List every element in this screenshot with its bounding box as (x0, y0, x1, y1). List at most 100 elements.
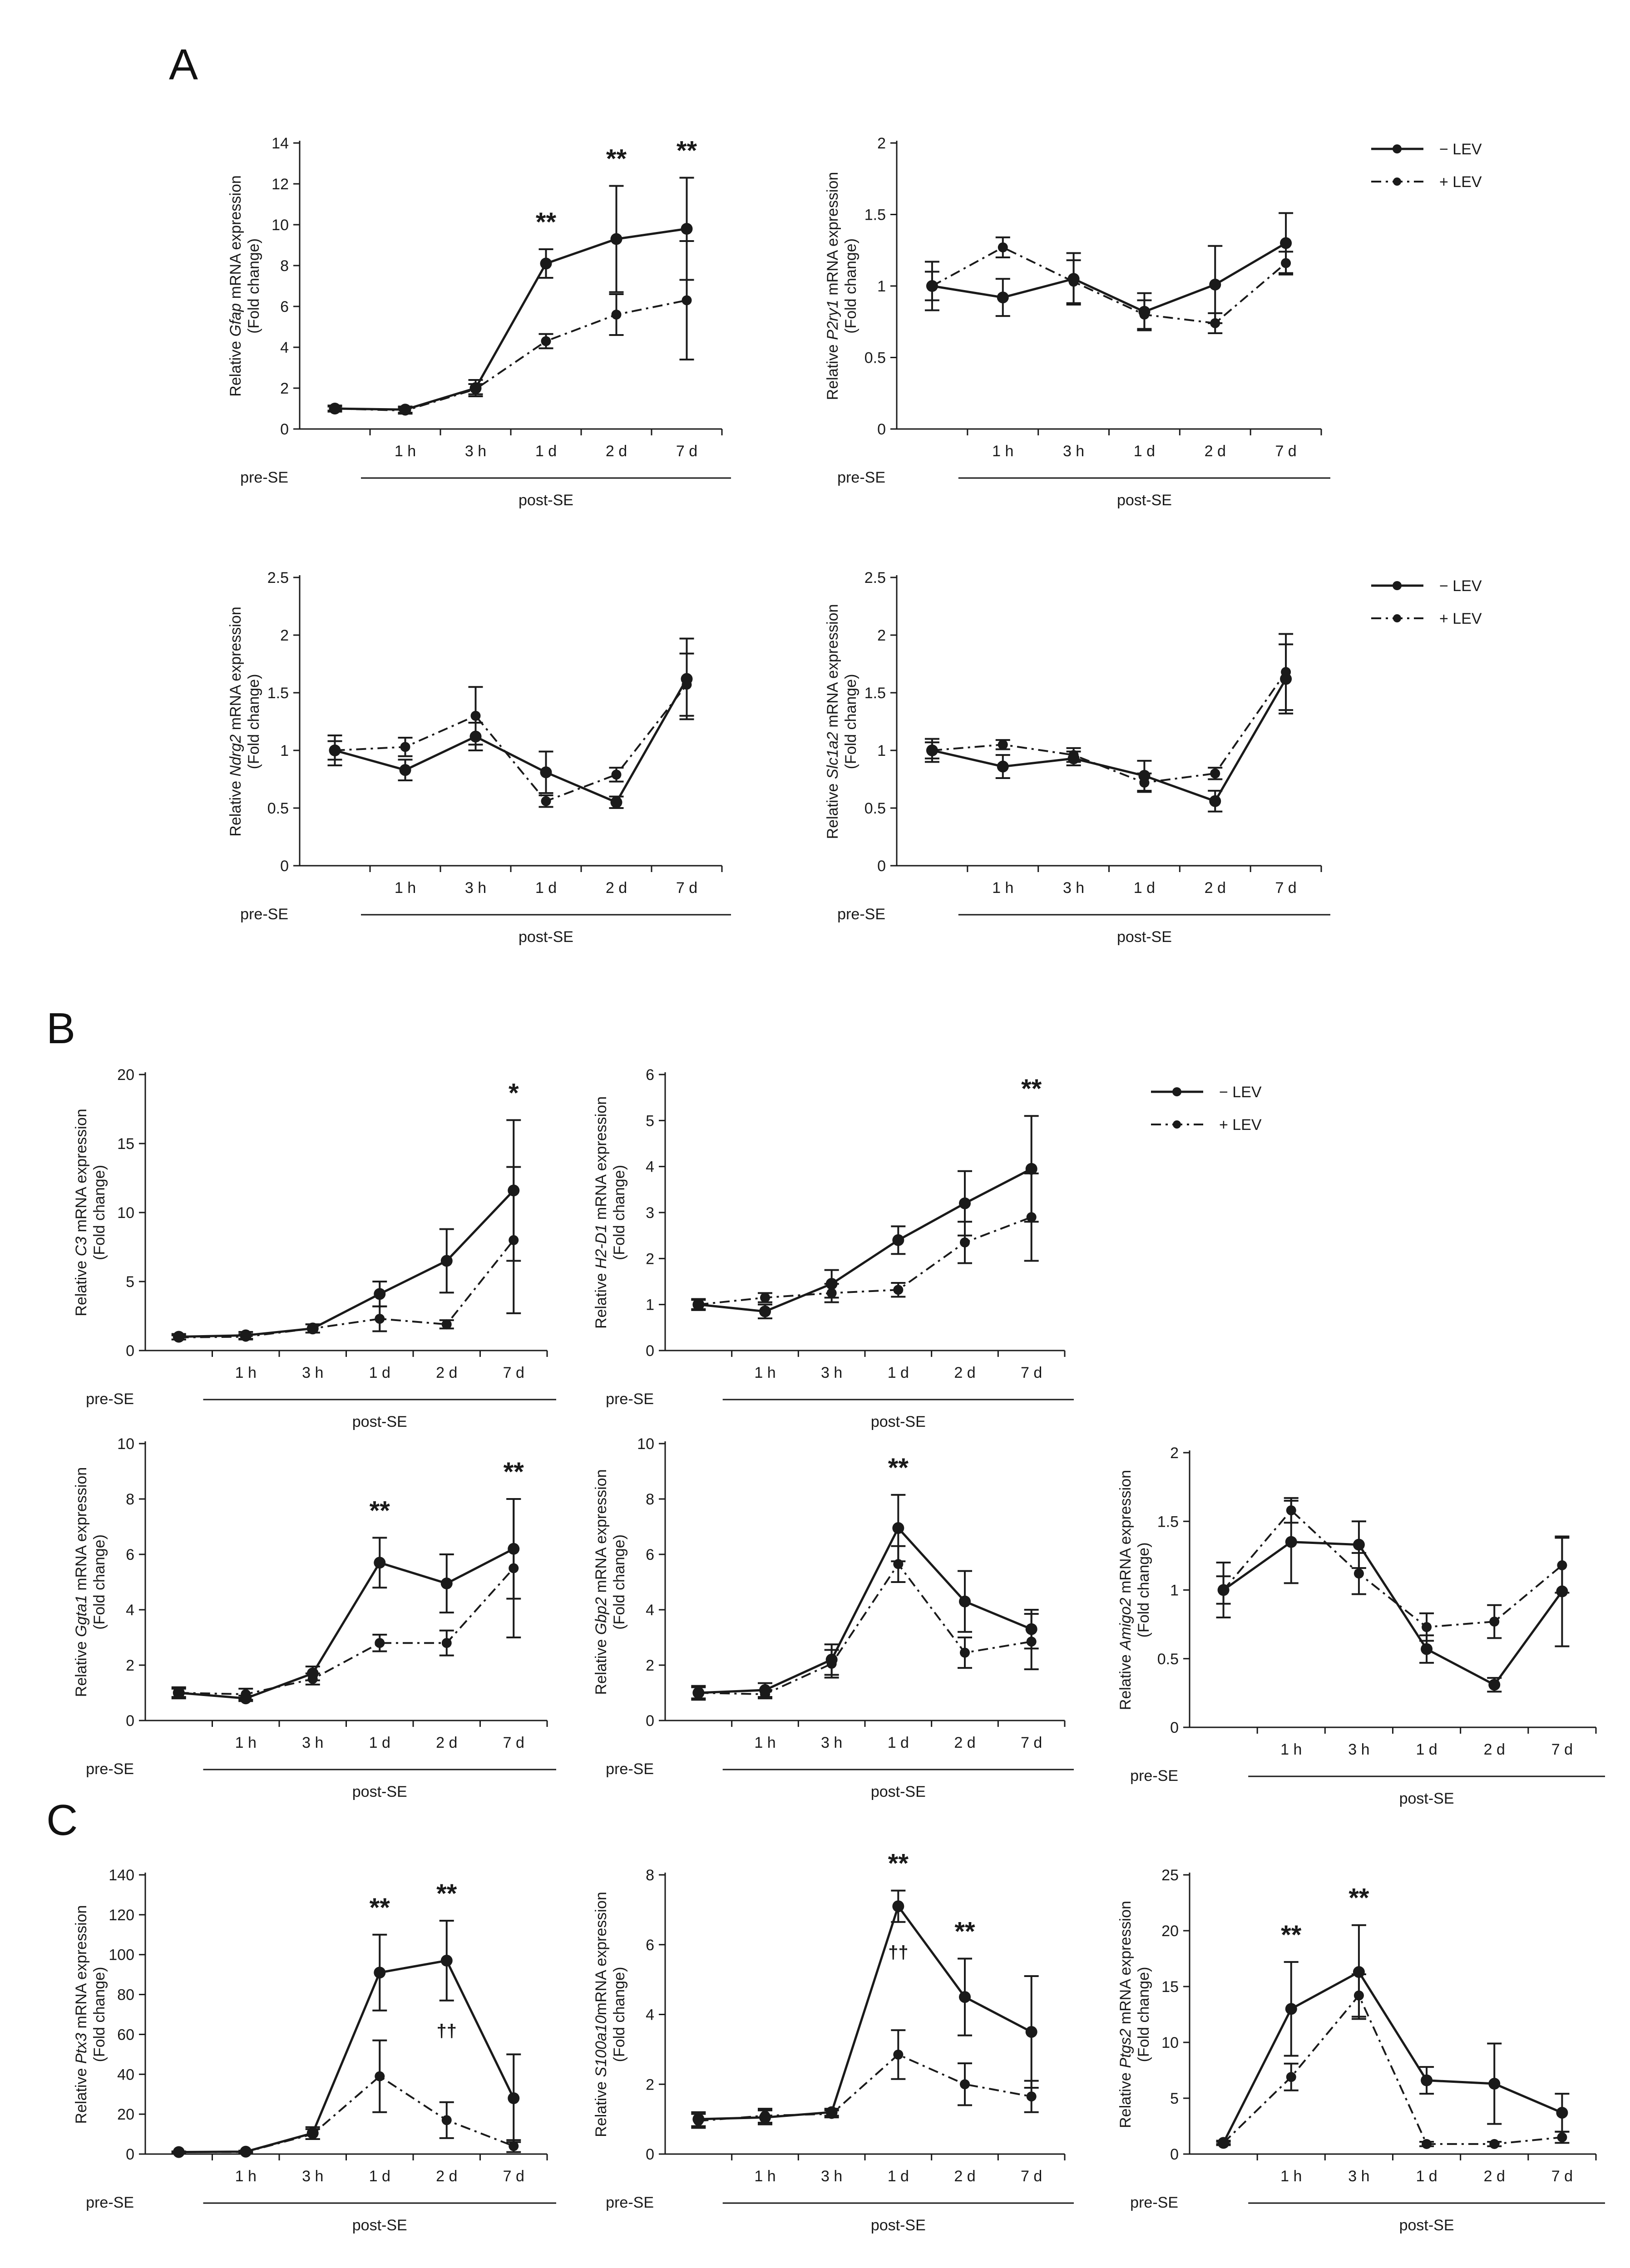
point-minus-lev (610, 233, 622, 245)
y-axis-label-prefix: Relative (227, 336, 244, 396)
chart-slc1a2: 0 0.5 1 1.5 2 2.5 1 h 3 h 1 d 2 d 7 d pre-SE post-SE… (824, 569, 1330, 946)
pre-se-label: pre-SE (606, 1390, 654, 1408)
point-plus-lev (960, 1647, 970, 1658)
x-tick-label: 7 d (1021, 1734, 1042, 1751)
post-se-label: post-SE (1117, 492, 1172, 509)
point-plus-lev (541, 796, 551, 806)
series-minus-lev (924, 643, 1294, 813)
point-plus-lev (1557, 1560, 1567, 1571)
legend-label-minus: − LEV (1439, 141, 1482, 158)
y-tick-label: 6 (646, 1546, 654, 1563)
y-axis-label: Relative Ptgs2 mRNA expression (1117, 1901, 1134, 2128)
legend-marker-minus (1393, 581, 1402, 590)
point-plus-lev (998, 242, 1008, 252)
y-axis-label-suffix: mRNA expression (1117, 1470, 1134, 1598)
y-tick-label: 5 (126, 1273, 134, 1291)
y-tick-label: 10 (637, 1435, 654, 1453)
y-tick-label: 2 (126, 1657, 134, 1674)
point-plus-lev (1353, 1990, 1364, 2001)
y-tick-label: 6 (126, 1546, 134, 1563)
x-tick-label: 7 d (1275, 879, 1296, 897)
pre-se-label: pre-SE (240, 469, 288, 486)
line-minus-lev (932, 242, 1287, 313)
series-minus-lev (924, 212, 1294, 331)
point-minus-lev (1556, 2106, 1568, 2119)
point-minus-lev (1488, 1679, 1501, 1691)
y-axis-label-prefix: Relative (824, 340, 841, 400)
y-axis-label: Relative Gfap mRNA expression (227, 175, 244, 397)
y-tick-label: 1.5 (864, 685, 886, 702)
y-axis-label-gene: Slc1a2 (824, 732, 841, 779)
x-tick-label: 3 h (821, 1734, 842, 1751)
y-tick-label: 0 (126, 1342, 134, 1360)
point-plus-lev (1281, 258, 1291, 268)
point-plus-lev (330, 745, 340, 755)
point-plus-lev (682, 680, 692, 690)
point-plus-lev (1286, 1505, 1296, 1516)
point-minus-lev (540, 257, 552, 270)
chart-gfap: 0 2 4 6 8 10 12 14 1 h 3 h 1 d 2 d 7 d pre-SE post-SE R… (227, 135, 731, 509)
y-tick-label: 0.5 (864, 800, 886, 817)
x-tick-label: 3 h (465, 443, 486, 460)
point-plus-lev (441, 1638, 452, 1648)
point-minus-lev (440, 1578, 453, 1590)
series-plus-lev (924, 633, 1294, 793)
y-tick-label: 8 (646, 1867, 654, 1884)
series-minus-lev (171, 1498, 521, 1705)
point-minus-lev (997, 760, 1009, 773)
chart-ptx3: 0 20 40 60 80 100 120 140 1 h 3 h 1 d 2 d 7 d pre-SE p… (73, 1867, 556, 2234)
point-plus-lev (375, 2071, 385, 2081)
point-plus-lev (400, 405, 410, 416)
y-axis-label-suffix: mRNA expression (593, 1469, 610, 1597)
post-se-label: post-SE (519, 492, 573, 509)
y-axis-label-prefix: Relative (1117, 2068, 1134, 2128)
point-plus-lev (400, 742, 410, 752)
series-plus-lev (327, 240, 694, 416)
y-axis-label-prefix: Relative (593, 2077, 610, 2137)
point-plus-lev (375, 1638, 385, 1648)
post-se-label: post-SE (352, 1783, 407, 1800)
y-axis-label-suffix: mRNA expression (1117, 1901, 1134, 2029)
significance-label: ** (1021, 1074, 1042, 1104)
y-tick-label: 4 (646, 2007, 654, 2024)
y-tick-label: 1 (646, 1297, 654, 1314)
y-tick-label: 25 (1161, 1867, 1179, 1884)
point-plus-lev (826, 1658, 837, 1669)
x-tick-label: 2 d (436, 1734, 457, 1751)
y-axis-label-fold: (Fold change) (611, 1534, 628, 1630)
point-plus-lev (1026, 1637, 1037, 1647)
x-tick-label: 1 d (535, 879, 557, 897)
series-plus-lev (1216, 1497, 1570, 1642)
series-plus-lev (924, 236, 1294, 334)
y-tick-label: 15 (117, 1135, 134, 1153)
point-minus-lev (1285, 2003, 1297, 2015)
point-minus-lev (681, 223, 693, 235)
line-plus-lev (932, 671, 1287, 784)
point-plus-lev (441, 2115, 452, 2125)
x-tick-label: 3 h (302, 1364, 323, 1381)
y-axis-label: Relative C3 mRNA expression (73, 1109, 90, 1316)
line-minus-lev (1223, 1541, 1563, 1686)
point-minus-lev (959, 1991, 971, 2003)
y-axis-label-prefix: Relative (73, 1637, 90, 1697)
y-tick-label: 5 (1170, 2090, 1179, 2107)
y-axis-label-gene: Ptgs2 (1117, 2029, 1134, 2068)
y-tick-label: 40 (117, 2066, 134, 2083)
legend-label-plus: + LEV (1439, 610, 1482, 627)
y-axis-label-suffix: mRNA expression (73, 1905, 90, 2033)
chart-ggta1: 0 2 4 6 8 10 1 h 3 h 1 d 2 d 7 d pre-SE post-SE Relat… (73, 1435, 556, 1800)
series-minus-lev (691, 1115, 1039, 1320)
point-minus-lev (508, 2092, 520, 2104)
legend-marker-minus (1393, 144, 1402, 153)
line-plus-lev (698, 1562, 1032, 1696)
line-minus-lev (178, 1548, 514, 1700)
line-minus-lev (178, 1959, 515, 2154)
point-plus-lev (998, 740, 1008, 750)
point-plus-lev (1068, 276, 1079, 287)
point-plus-lev (1218, 2138, 1229, 2148)
series-plus-lev (691, 1545, 1039, 1700)
pre-se-label: pre-SE (837, 469, 885, 486)
legend-marker-plus (1393, 177, 1401, 186)
x-tick-label: 3 h (821, 1364, 842, 1381)
y-axis-label-fold: (Fold change) (1135, 1967, 1152, 2062)
